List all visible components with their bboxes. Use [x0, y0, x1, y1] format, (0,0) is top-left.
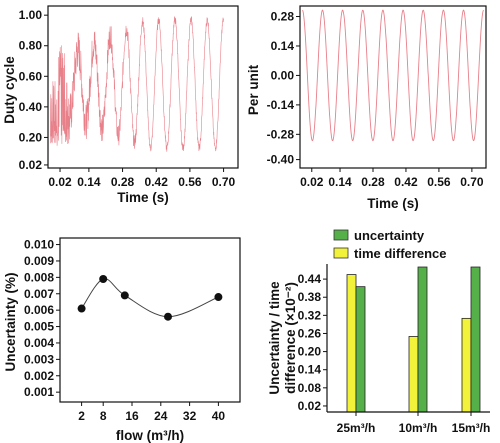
uncertainty-y-ticks: 0.001 0.002 0.003 0.004 0.005 0.006 0.007 0.008…: [24, 238, 60, 399]
bar-y-tick-label: 0.26: [298, 326, 322, 340]
bar-time-difference: [346, 274, 357, 413]
uncertainty-y-tick-label: 0.002: [24, 369, 54, 383]
per-unit-x-tick-label: 0.28: [361, 175, 385, 189]
chart-uncertainty-flow: 2 8 16 24 32 40 0.0010.0020.0030.0040.0050.00…: [3, 237, 241, 443]
uncertainty-y-label: Uncertainty (%): [3, 272, 18, 371]
per-unit-x-tick-label: 0.02: [300, 175, 324, 189]
duty-cycle-x-label: Time (s): [117, 190, 169, 205]
bar-x-tick-label: 25m³/h: [337, 421, 376, 435]
per-unit-y-tick-label: -0.40: [267, 153, 295, 167]
uncertainty-frame: [59, 237, 241, 403]
duty-cycle-y-tick-label: 1.00: [19, 8, 43, 22]
duty-cycle-x-tick-label: 0.28: [111, 175, 135, 189]
per-unit-x-tick-label: 0.56: [427, 175, 451, 189]
uncertainty-y-tick-label: 0.001: [24, 385, 54, 399]
bar-x-tick-label: 15m³/h: [452, 421, 491, 435]
per-unit-x-tick-label: 0.14: [328, 175, 352, 189]
legend-label-time-difference: time difference: [354, 246, 446, 261]
duty-cycle-y-tick-label: 0.60: [19, 69, 43, 83]
bar-time-difference: [408, 336, 419, 413]
duty-cycle-frame: [47, 5, 239, 169]
per-unit-series-line: [302, 9, 484, 142]
bar-y-label-line-2: difference (×10⁻²): [283, 282, 298, 394]
bar-uncertainty: [470, 266, 481, 413]
duty-cycle-y-tick-label: 0.80: [19, 39, 43, 53]
uncertainty-y-tick-label: 0.006: [24, 303, 54, 317]
duty-cycle-y-tick-label: 0.40: [19, 100, 43, 114]
uncertainty-y-tick-label: 0.010: [24, 238, 54, 252]
bar-y-ticks: 0.02 0.08 0.14 0.20 0.26 0.32 0.38 0.44: [298, 272, 327, 413]
bar-x-tick-label: 10m³/h: [399, 421, 438, 435]
per-unit-y-tick-label: -0.14: [267, 98, 295, 112]
legend-swatch-time-difference: [333, 247, 349, 259]
uncertainty-data-point: [164, 312, 172, 321]
bar-y-tick-label: 0.08: [298, 381, 322, 395]
duty-cycle-y-ticks: 0.02 0.20 0.40 0.60 0.80 1.00: [19, 8, 48, 172]
uncertainty-x-tick-label: 2: [78, 409, 85, 423]
duty-cycle-plot-area: [50, 15, 224, 152]
uncertainty-x-tick-label: 24: [154, 409, 168, 423]
uncertainty-y-tick-label: 0.004: [24, 336, 54, 350]
uncertainty-y-tick-label: 0.005: [24, 320, 54, 334]
uncertainty-y-tick-label: 0.009: [24, 254, 54, 268]
duty-cycle-x-tick-label: 0.56: [178, 175, 202, 189]
bar-series: [346, 266, 481, 413]
uncertainty-data-point: [77, 304, 86, 313]
chart-uncertainty-time-difference: uncertainty time difference 25m³/h 10m³/h…: [267, 228, 490, 435]
uncertainty-data-point: [99, 275, 108, 283]
bar-x-ticks: 25m³/h 10m³/h 15m³/h: [337, 412, 491, 435]
duty-cycle-y-label: Duty cycle: [2, 56, 17, 124]
bar-uncertainty: [417, 266, 428, 413]
per-unit-y-tick-label: 0.28: [271, 10, 295, 24]
per-unit-y-tick-label: 0.14: [271, 39, 295, 53]
uncertainty-x-ticks: 2 8 16 24 32 40: [78, 402, 225, 423]
uncertainty-x-label: flow (m³/h): [116, 428, 184, 443]
uncertainty-curve: [81, 278, 219, 318]
uncertainty-y-tick-label: 0.007: [24, 287, 54, 301]
uncertainty-points: [77, 275, 223, 321]
per-unit-frame: [299, 5, 487, 169]
bar-y-tick-label: 0.02: [298, 399, 322, 413]
uncertainty-x-tick-label: 8: [100, 409, 107, 423]
uncertainty-data-point: [120, 291, 129, 300]
bar-y-tick-label: 0.38: [298, 290, 322, 304]
duty-cycle-series-line: [50, 15, 224, 152]
per-unit-x-tick-label: 0.70: [460, 175, 484, 189]
chart-duty-cycle: 0.02 0.14 0.28 0.42 0.56 0.70 0.02 0.20 0.40 0.6…: [2, 5, 239, 205]
duty-cycle-y-tick-label: 0.02: [19, 158, 43, 172]
uncertainty-data-point: [214, 293, 223, 302]
per-unit-y-tick-label: -0.28: [267, 127, 295, 141]
duty-cycle-x-tick-label: 0.42: [145, 175, 169, 189]
duty-cycle-y-tick-label: 0.20: [19, 130, 43, 144]
per-unit-y-label: Per unit: [246, 64, 261, 115]
duty-cycle-x-tick-label: 0.70: [212, 175, 236, 189]
bar-y-tick-label: 0.44: [298, 272, 322, 286]
per-unit-x-label: Time (s): [367, 196, 419, 211]
uncertainty-y-tick-label: 0.003: [24, 352, 54, 366]
bar-y-tick-label: 0.20: [298, 345, 322, 359]
legend-swatch-uncertainty: [333, 229, 349, 241]
legend-label-uncertainty: uncertainty: [354, 228, 425, 243]
uncertainty-x-tick-label: 40: [212, 409, 226, 423]
duty-cycle-x-ticks: 0.02 0.14 0.28 0.42 0.56 0.70: [48, 168, 236, 189]
per-unit-plot-area: [302, 9, 484, 142]
per-unit-x-ticks: 0.02 0.14 0.28 0.42 0.56 0.70: [300, 168, 484, 189]
bar-uncertainty: [355, 286, 366, 413]
per-unit-y-ticks: 0.28 0.14 0.00 -0.14 -0.28 -0.40: [267, 10, 300, 167]
uncertainty-x-tick-label: 32: [183, 409, 197, 423]
chart-per-unit: 0.02 0.14 0.28 0.42 0.56 0.70 0.28 0.14 0.00 -0.…: [246, 5, 487, 211]
duty-cycle-x-tick-label: 0.02: [48, 175, 72, 189]
bar-y-tick-label: 0.14: [298, 363, 322, 377]
duty-cycle-x-tick-label: 0.14: [77, 175, 101, 189]
uncertainty-y-tick-label: 0.008: [24, 270, 54, 284]
per-unit-x-tick-label: 0.42: [394, 175, 418, 189]
bar-y-label-line-1: Uncertainty / time: [267, 281, 282, 395]
bar-time-difference: [461, 317, 472, 413]
uncertainty-x-tick-label: 16: [125, 409, 139, 423]
legend: uncertainty time difference: [333, 228, 446, 261]
bar-y-tick-label: 0.32: [298, 308, 322, 322]
per-unit-y-tick-label: 0.00: [271, 68, 295, 82]
